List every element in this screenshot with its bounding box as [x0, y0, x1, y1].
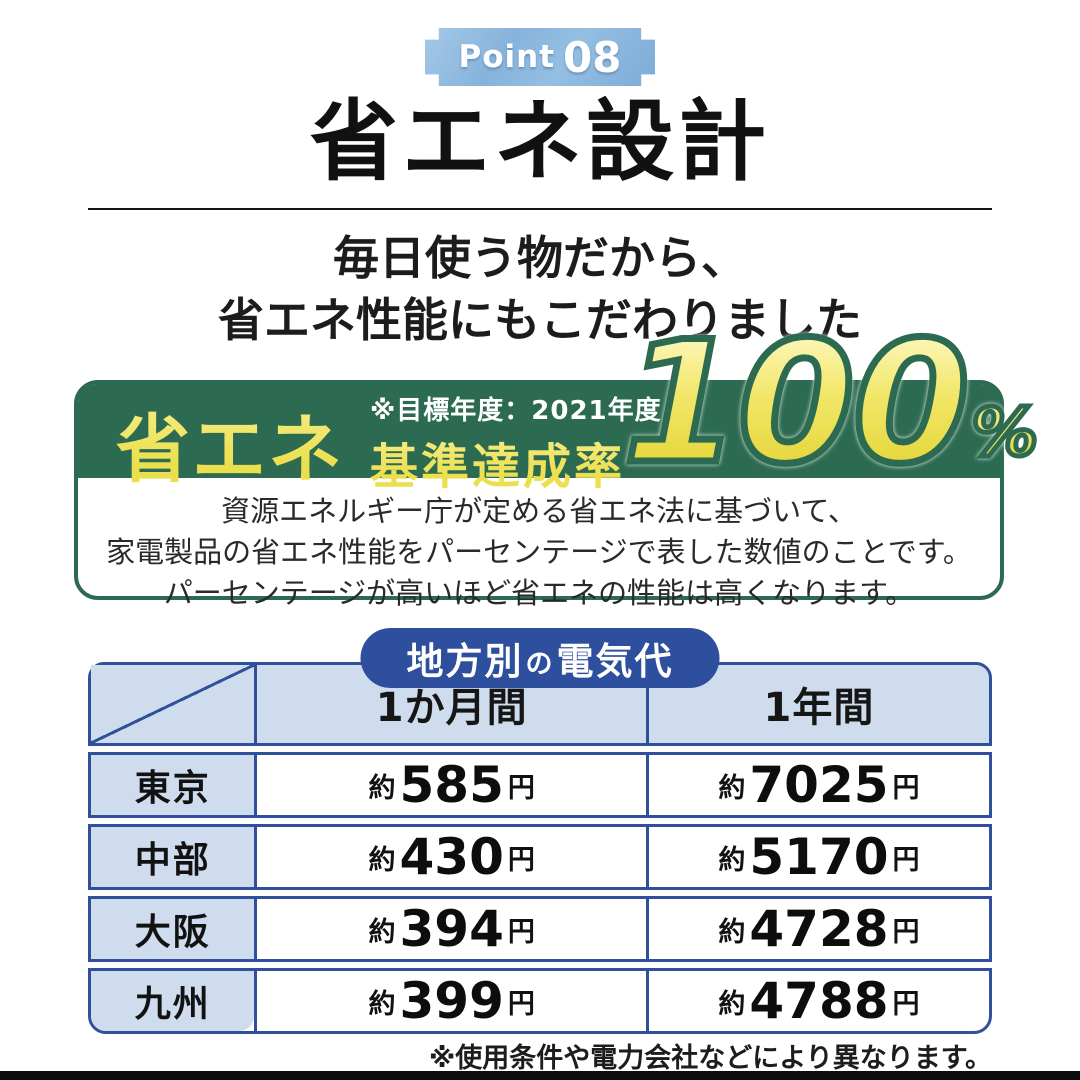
table-row-tokyo: 東京 約 585 円 約 7025 円: [88, 752, 992, 818]
subtitle-line-2: 省エネ性能にもこだわりました: [218, 292, 862, 347]
region-label: 中部: [91, 827, 255, 887]
subtitle-line-1: 毎日使う物だから、: [333, 231, 747, 285]
month-cost-cell: 約 394 円: [254, 899, 646, 959]
yen-suffix: 円: [507, 916, 535, 948]
table-corner-diagonal-cell: [91, 665, 255, 743]
year-cost-cell: 約 4728 円: [645, 899, 989, 959]
region-label: 東京: [91, 755, 255, 815]
achievement-value: 100 %: [620, 305, 1041, 501]
description-line-3: パーセンテージが高いほど省エネの性能は高くなります。: [163, 576, 915, 611]
yen-suffix: 円: [892, 916, 920, 948]
month-cost-value: 430: [399, 828, 504, 886]
year-cost-value: 7025: [749, 756, 889, 814]
year-cost-value: 4788: [749, 972, 889, 1030]
month-cost-cell: 約 399 円: [254, 971, 646, 1031]
title-divider: [88, 208, 992, 210]
table-row-osaka: 大阪 約 394 円 約 4728 円: [88, 896, 992, 962]
achievement-number: 100: [620, 305, 974, 501]
table-caption: 地方別 の 電気代: [360, 628, 720, 688]
point-badge: Point 08: [425, 28, 655, 86]
caption-part-3: 電気代: [556, 640, 674, 683]
table-row-kyushu: 九州 約 399 円 約 4788 円: [88, 968, 992, 1034]
column-header-month: 1か月間: [254, 665, 646, 743]
rate-label: 基準達成率: [370, 427, 662, 497]
approx-prefix: 約: [368, 916, 396, 948]
month-cost-cell: 約 585 円: [254, 755, 646, 815]
point-badge-number: 08: [563, 32, 622, 82]
approx-prefix: 約: [368, 988, 396, 1020]
approx-prefix: 約: [718, 772, 746, 804]
year-cost-cell: 約 4788 円: [645, 971, 989, 1031]
caption-part-1: 地方別: [406, 640, 524, 683]
yen-suffix: 円: [507, 988, 535, 1020]
eco-label: 省エネ: [116, 390, 344, 497]
subtitle: 毎日使う物だから、 省エネ性能にもこだわりました: [0, 228, 1080, 351]
table-row-chubu: 中部 約 430 円 約 5170 円: [88, 824, 992, 890]
month-cost-value: 585: [399, 756, 504, 814]
bottom-border-bar: [0, 1071, 1080, 1080]
year-cost-cell: 約 5170 円: [645, 827, 989, 887]
achievement-banner: 省エネ ※目標年度：2021年度 基準達成率 100 %: [78, 316, 1040, 495]
month-cost-value: 399: [399, 972, 504, 1030]
caption-part-2: の: [525, 648, 555, 680]
description-line-1: 資源エネルギー庁が定める省エネ法に基づいて、: [221, 494, 857, 528]
yen-suffix: 円: [507, 844, 535, 876]
yen-suffix: 円: [507, 772, 535, 804]
achievement-box: 省エネ ※目標年度：2021年度 基準達成率 100 % 資源エネルギー庁が定め…: [74, 316, 1040, 610]
yen-suffix: 円: [892, 772, 920, 804]
cost-table: 1か月間 1年間 東京 約 585 円 約 7025 円 中部 約 430 円: [88, 662, 992, 1034]
yen-suffix: 円: [892, 844, 920, 876]
disclaimer-footnote: ※使用条件や電力会社などにより異なります。: [428, 1043, 992, 1074]
percent-sign: %: [969, 393, 1040, 471]
region-label: 九州: [91, 971, 255, 1031]
approx-prefix: 約: [718, 988, 746, 1020]
year-cost-value: 4728: [749, 900, 889, 958]
month-cost-value: 394: [399, 900, 504, 958]
achievement-labels: ※目標年度：2021年度 基準達成率: [370, 390, 662, 497]
target-year-note: ※目標年度：2021年度: [370, 396, 662, 426]
yen-suffix: 円: [892, 988, 920, 1020]
year-cost-value: 5170: [749, 828, 889, 886]
region-label: 大阪: [91, 899, 255, 959]
column-header-year: 1年間: [645, 665, 989, 743]
point-badge-word: Point: [458, 39, 556, 75]
approx-prefix: 約: [718, 844, 746, 876]
approx-prefix: 約: [718, 916, 746, 948]
page-title: 省エネ設計: [309, 90, 770, 193]
approx-prefix: 約: [368, 844, 396, 876]
month-cost-cell: 約 430 円: [254, 827, 646, 887]
achievement-description: 資源エネルギー庁が定める省エネ法に基づいて、 家電製品の省エネ性能をパーセンテー…: [78, 478, 1000, 615]
description-line-2: 家電製品の省エネ性能をパーセンテージで表した数値のことです。: [106, 535, 972, 570]
approx-prefix: 約: [368, 772, 396, 804]
year-cost-cell: 約 7025 円: [645, 755, 989, 815]
